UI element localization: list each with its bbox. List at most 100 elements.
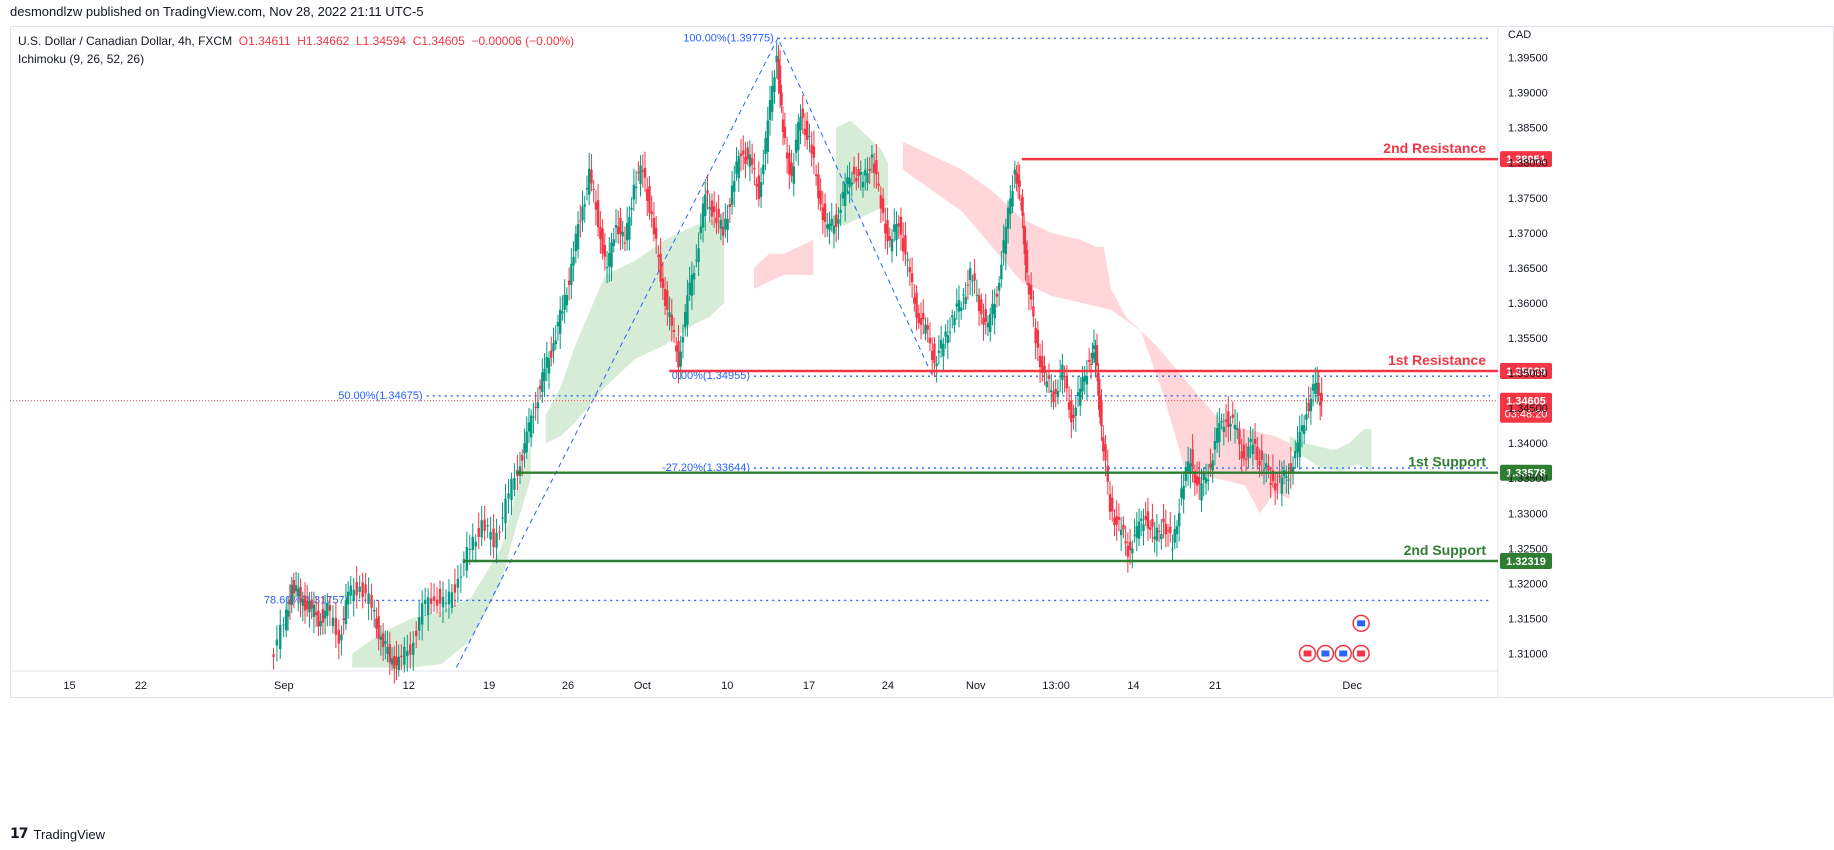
candle-body bbox=[297, 588, 300, 597]
candle-body bbox=[1094, 352, 1097, 363]
candle-body bbox=[777, 58, 780, 80]
chart-area[interactable]: 100.00%(1.39775) 50.00%(1.34675) 0.00%(1.3… bbox=[10, 26, 1834, 822]
candle-body bbox=[1019, 203, 1023, 205]
time-tick-label: 19 bbox=[483, 680, 495, 692]
time-tick-label: Oct bbox=[634, 680, 651, 692]
candle-body bbox=[1056, 391, 1060, 398]
candle-body bbox=[879, 195, 883, 209]
symbol-legend[interactable]: U.S. Dollar / Canadian Dollar, 4h, FXCM … bbox=[18, 34, 574, 48]
candle-body bbox=[1074, 407, 1077, 416]
candle-body bbox=[794, 139, 798, 153]
candle-body bbox=[632, 184, 636, 200]
candle-body bbox=[352, 589, 355, 601]
price-chart[interactable]: 100.00%(1.39775) 50.00%(1.34675) 0.00%(1.3… bbox=[10, 26, 1834, 822]
price-tick-label: 1.37000 bbox=[1508, 228, 1548, 240]
candle-body bbox=[361, 582, 364, 598]
candle-body bbox=[641, 170, 644, 172]
price-tick-label: 1.34500 bbox=[1508, 403, 1548, 415]
price-axis[interactable]: CAD 1.39500 1.39000 1.38500 1.38000 1.37500 1.… bbox=[1508, 29, 1548, 660]
candle-body bbox=[1195, 475, 1199, 486]
candle-body bbox=[717, 208, 720, 218]
candle-body bbox=[477, 527, 480, 537]
time-tick-label: 12 bbox=[403, 680, 415, 692]
candle-body bbox=[1278, 475, 1281, 478]
candle-body bbox=[1000, 264, 1003, 280]
price-tick-label: 1.35000 bbox=[1508, 368, 1548, 380]
candle-body bbox=[328, 604, 332, 611]
candle-body bbox=[850, 182, 854, 185]
candle-body bbox=[621, 231, 624, 237]
candle-body bbox=[1135, 526, 1138, 538]
candle-body bbox=[465, 547, 469, 571]
candle-body bbox=[438, 588, 442, 604]
symbol-name[interactable]: U.S. Dollar / Canadian Dollar, 4h, FXCM bbox=[18, 34, 233, 48]
candle-body bbox=[780, 92, 783, 106]
candle-body bbox=[547, 358, 551, 374]
candle-body bbox=[1280, 477, 1284, 494]
candle-body bbox=[447, 591, 451, 605]
candle-body bbox=[870, 154, 874, 158]
current-price-tag bbox=[1500, 392, 1552, 423]
candle-body bbox=[744, 156, 747, 165]
candle-body bbox=[1289, 463, 1292, 473]
candle-body bbox=[1251, 444, 1255, 454]
low-value: L1.34594 bbox=[355, 34, 407, 48]
indicator-legend[interactable]: Ichimoku (9, 26, 52, 26) bbox=[18, 52, 145, 66]
candle-body bbox=[563, 294, 566, 310]
candle-body bbox=[1061, 364, 1064, 380]
candle-body bbox=[730, 185, 734, 205]
candle-body bbox=[572, 256, 575, 266]
candle-body bbox=[926, 325, 929, 330]
candle-body bbox=[724, 218, 727, 230]
candle-body bbox=[581, 206, 584, 221]
candle-body bbox=[601, 228, 604, 254]
candle-body bbox=[303, 595, 307, 611]
candle-body bbox=[1191, 448, 1194, 467]
candle-body bbox=[561, 311, 564, 314]
candle-body bbox=[1115, 516, 1118, 525]
candle-body bbox=[989, 313, 992, 333]
candle-body bbox=[576, 224, 580, 250]
candle-body bbox=[1140, 518, 1143, 521]
time-axis[interactable]: 15 22 Sep 12 19 26 Oct 10 17 24 Nov 13:00 14 21 Dec bbox=[63, 680, 1362, 692]
candle-body bbox=[370, 594, 373, 608]
candle-body bbox=[1022, 225, 1026, 245]
candle-body bbox=[619, 218, 622, 235]
candle-body bbox=[1016, 175, 1020, 184]
candle-body bbox=[444, 602, 448, 604]
candle-body bbox=[1287, 479, 1290, 481]
candle-body bbox=[1081, 376, 1084, 392]
candle-body bbox=[558, 309, 562, 334]
candle-body bbox=[1184, 467, 1188, 481]
candle-body bbox=[915, 292, 918, 318]
candle-body bbox=[757, 175, 761, 200]
candle-body bbox=[367, 593, 370, 604]
candle-body bbox=[1231, 414, 1234, 418]
candle-body bbox=[628, 216, 631, 240]
candle-body bbox=[468, 548, 471, 550]
candle-body bbox=[326, 603, 329, 616]
fib-level-label: 100.00%(1.39775) bbox=[683, 32, 774, 44]
candle-body bbox=[610, 242, 613, 268]
candle-body bbox=[895, 224, 898, 241]
candle-body bbox=[901, 238, 905, 252]
candle-body bbox=[381, 633, 385, 648]
price-tick-label: 1.35500 bbox=[1508, 333, 1548, 345]
candle-body bbox=[790, 162, 793, 177]
candle-body bbox=[1273, 483, 1277, 491]
candle-body bbox=[418, 617, 421, 631]
candle-body bbox=[913, 297, 916, 304]
candle-body bbox=[406, 650, 409, 657]
candle-body bbox=[545, 357, 548, 368]
candle-body bbox=[768, 100, 772, 120]
price-axis-tag-label: 1.35029 bbox=[1506, 366, 1546, 378]
candle-body bbox=[1202, 473, 1205, 481]
candle-body bbox=[507, 493, 510, 499]
close-value: C1.34605 bbox=[412, 34, 465, 48]
time-tick-label: 22 bbox=[135, 680, 147, 692]
price-tick-label: 1.36500 bbox=[1508, 263, 1548, 275]
candle-body bbox=[1095, 345, 1099, 366]
candle-body bbox=[868, 168, 871, 171]
price-axis-tag bbox=[1500, 552, 1552, 569]
candle-body bbox=[384, 641, 387, 644]
